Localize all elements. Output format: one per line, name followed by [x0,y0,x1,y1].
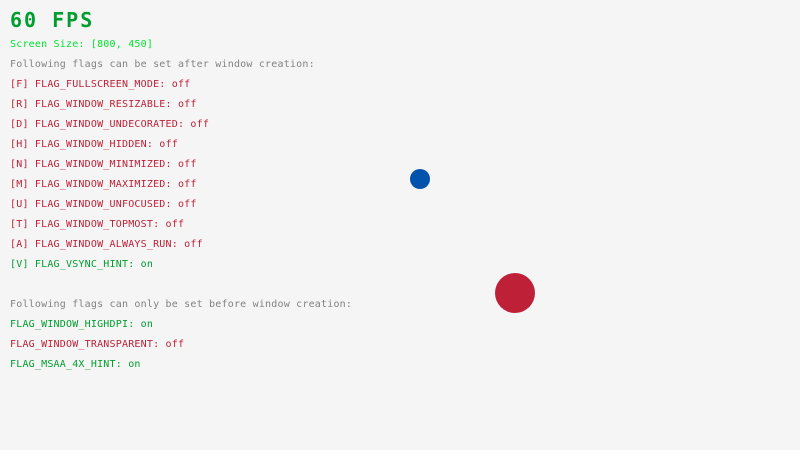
before-creation-header: Following flags can only be set before w… [10,299,353,310]
flag-status: [D] FLAG_WINDOW_UNDECORATED: off [10,119,210,130]
flag-status: [V] FLAG_VSYNC_HINT: on [10,259,154,270]
flag-status: [U] FLAG_WINDOW_UNFOCUSED: off [10,199,197,210]
flag-status: [H] FLAG_WINDOW_HIDDEN: off [10,139,178,150]
after-creation-header: Following flags can be set after window … [10,59,315,70]
flag-status: [F] FLAG_FULLSCREEN_MODE: off [10,79,191,90]
flag-status: [A] FLAG_WINDOW_ALWAYS_RUN: off [10,239,203,250]
fps-counter: 60 FPS [10,8,95,32]
flag-status: FLAG_MSAA_4X_HINT: on [10,359,141,370]
bouncing-ball-red [495,273,535,313]
bouncing-ball-blue [410,169,430,189]
flag-status: FLAG_WINDOW_TRANSPARENT: off [10,339,185,350]
flag-status: FLAG_WINDOW_HIGHDPI: on [10,319,154,330]
screen-size-label: Screen Size: [800, 450] [10,39,154,50]
flag-status: [M] FLAG_WINDOW_MAXIMIZED: off [10,179,197,190]
flag-status: [N] FLAG_WINDOW_MINIMIZED: off [10,159,197,170]
flag-status: [T] FLAG_WINDOW_TOPMOST: off [10,219,185,230]
flag-status: [R] FLAG_WINDOW_RESIZABLE: off [10,99,197,110]
